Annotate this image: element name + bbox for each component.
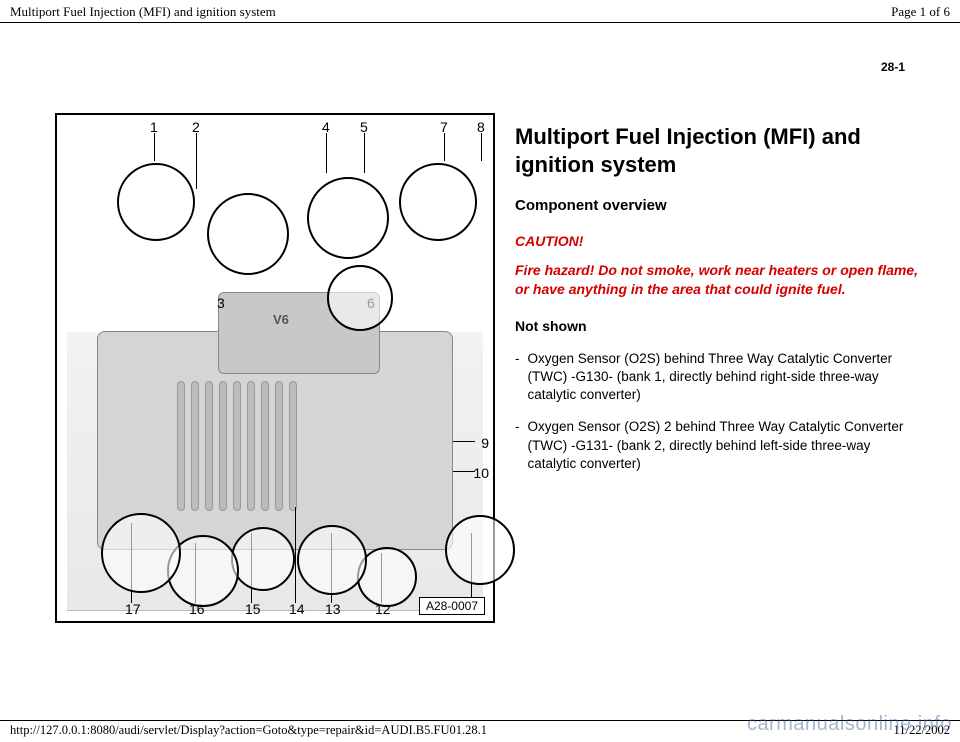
leader-line (481, 133, 482, 161)
callout-circle (231, 527, 295, 591)
bullet-text: Oxygen Sensor (O2S) behind Three Way Cat… (528, 350, 921, 405)
callout-10: 10 (473, 465, 489, 481)
leader-line (444, 133, 445, 161)
list-item: - Oxygen Sensor (O2S) 2 behind Three Way… (515, 418, 920, 473)
not-shown-heading: Not shown (515, 317, 920, 336)
page-number: 28-1 (881, 60, 905, 74)
list-item: - Oxygen Sensor (O2S) behind Three Way C… (515, 350, 920, 405)
callout-circle (207, 193, 289, 275)
header-page-of: Page 1 of 6 (891, 4, 950, 20)
figure-id-label: A28-0007 (419, 597, 485, 615)
header-bar: Multiport Fuel Injection (MFI) and ignit… (0, 0, 960, 23)
callout-13: 13 (325, 601, 341, 617)
callout-circle (445, 515, 515, 585)
caution-heading: CAUTION! (515, 232, 920, 251)
footer-date: 11/22/2002 (894, 723, 950, 738)
caution-body: Fire hazard! Do not smoke, work near hea… (515, 261, 920, 299)
callout-15: 15 (245, 601, 261, 617)
footer-bar: http://127.0.0.1:8080/audi/servlet/Displ… (0, 720, 960, 742)
dash-icon: - (515, 350, 520, 405)
leader-line (154, 133, 155, 161)
callout-9: 9 (481, 435, 489, 451)
callout-17: 17 (125, 601, 141, 617)
leader-line (196, 133, 197, 189)
callout-14: 14 (289, 601, 305, 617)
leader-line (453, 441, 475, 442)
content-area: V6 1 2 4 5 7 8 3 6 9 10 11 12 13 14 15 1… (0, 23, 960, 623)
leader-line (295, 507, 296, 603)
callout-circle (297, 525, 367, 595)
engine-diagram: V6 1 2 4 5 7 8 3 6 9 10 11 12 13 14 15 1… (55, 113, 495, 623)
intake-ribs (177, 381, 307, 511)
callout-3: 3 (217, 295, 225, 311)
header-title: Multiport Fuel Injection (MFI) and ignit… (10, 4, 276, 20)
engine-label: V6 (273, 312, 289, 327)
subheading: Component overview (515, 196, 920, 216)
leader-line (326, 133, 327, 173)
text-column: Multiport Fuel Injection (MFI) and ignit… (515, 113, 920, 623)
page-title: Multiport Fuel Injection (MFI) and ignit… (515, 123, 920, 178)
callout-circle (101, 513, 181, 593)
callout-circle (327, 265, 393, 331)
dash-icon: - (515, 418, 520, 473)
callout-circle (399, 163, 477, 241)
leader-line (453, 471, 475, 472)
callout-circle (117, 163, 195, 241)
leader-line (364, 133, 365, 173)
callout-circle (307, 177, 389, 259)
bullet-text: Oxygen Sensor (O2S) 2 behind Three Way C… (528, 418, 921, 473)
footer-url: http://127.0.0.1:8080/audi/servlet/Displ… (10, 723, 487, 738)
